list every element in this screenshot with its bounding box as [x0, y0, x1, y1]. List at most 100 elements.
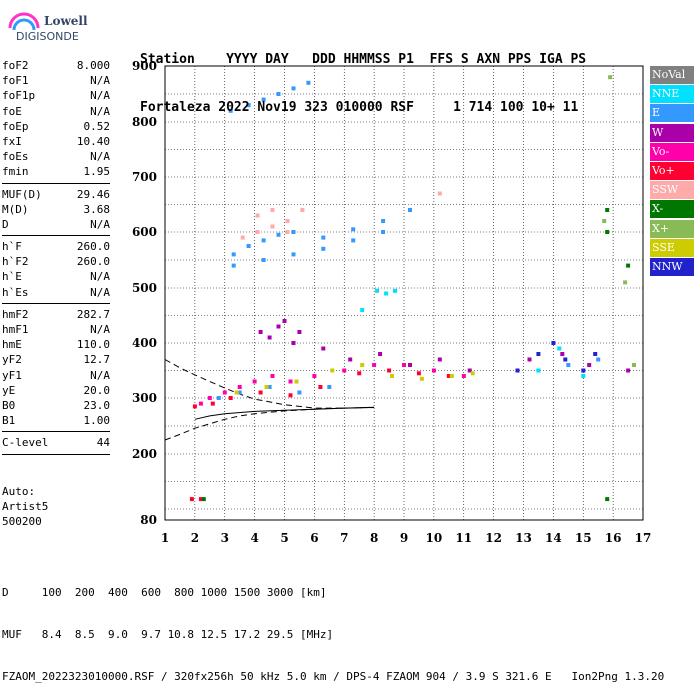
- data-point: [231, 252, 236, 257]
- param-row: foE N/A: [2, 104, 110, 119]
- data-point: [563, 357, 568, 362]
- data-point: [291, 252, 296, 257]
- param-value: N/A: [90, 74, 110, 88]
- legend-item: SSW: [650, 181, 694, 200]
- legend-item: Vo+: [650, 161, 694, 180]
- footer-distance-row: D 100 200 400 600 800 1000 1500 3000 [km…: [2, 586, 327, 599]
- data-point: [321, 246, 326, 251]
- legend-item: NoVal: [650, 66, 694, 84]
- data-point: [237, 390, 242, 395]
- x-tick-label: 3: [221, 531, 229, 545]
- param-name: foF1: [2, 74, 29, 88]
- data-point: [342, 368, 347, 373]
- param-value: 282.7: [76, 307, 110, 321]
- data-point: [387, 368, 392, 373]
- param-value: 260.0: [76, 240, 110, 254]
- data-point: [246, 103, 251, 108]
- logo-line1: Lowell: [44, 14, 88, 28]
- data-point: [402, 363, 406, 367]
- data-point: [261, 97, 266, 102]
- data-point: [605, 208, 610, 212]
- data-point: [252, 379, 257, 384]
- data-point: [258, 330, 263, 334]
- data-point: [608, 75, 613, 80]
- x-tick-label: 10: [426, 531, 443, 545]
- data-point: [626, 368, 631, 373]
- param-row: hmF1 N/A: [2, 322, 110, 337]
- x-tick-label: 4: [250, 531, 258, 545]
- data-point: [210, 401, 215, 406]
- param-value: N/A: [90, 89, 110, 103]
- x-tick-label: 2: [191, 531, 199, 545]
- param-name: C-level: [2, 436, 49, 450]
- data-point: [632, 363, 636, 367]
- data-point: [461, 374, 466, 378]
- auto-program: Artist5: [2, 500, 49, 513]
- logo-arc-icon: [8, 12, 40, 29]
- data-point: [258, 390, 263, 395]
- param-value: 1.95: [83, 165, 111, 179]
- data-point: [393, 288, 397, 293]
- data-point: [408, 363, 412, 367]
- data-point: [626, 263, 631, 268]
- x-tick-label: 17: [635, 531, 652, 545]
- param-name: h`E: [2, 270, 22, 284]
- data-point: [276, 232, 281, 237]
- chart-points: [189, 75, 636, 502]
- data-point: [602, 219, 607, 223]
- auto-label: Auto:: [2, 485, 36, 498]
- data-point: [515, 368, 520, 373]
- y-tick-label: 200: [132, 447, 157, 461]
- legend-item: SSE: [650, 238, 694, 257]
- param-row: h`Es N/A: [2, 285, 110, 300]
- param-value: N/A: [90, 285, 110, 299]
- data-point: [372, 363, 377, 367]
- data-point: [300, 208, 305, 212]
- data-point: [264, 385, 269, 389]
- param-name: MUF(D): [2, 187, 42, 201]
- data-point: [375, 288, 380, 293]
- param-row: MUF(D) 29.46: [2, 187, 110, 202]
- param-row: foF1p N/A: [2, 88, 110, 103]
- param-divider: [2, 302, 110, 304]
- param-value: 23.0: [83, 398, 111, 412]
- param-name: foE: [2, 104, 22, 118]
- logo-line2: DIGISONDE: [16, 30, 79, 43]
- data-point: [449, 374, 454, 378]
- legend-item: NNE: [650, 85, 694, 104]
- param-name: hmF2: [2, 307, 29, 321]
- data-point: [282, 319, 287, 323]
- scaled-parameters: foF2 8.000 foF1 N/A foF1p N/A foE N/A foEp 0.52 fx…: [2, 58, 110, 458]
- data-point: [360, 308, 365, 312]
- param-value: 110.0: [76, 338, 110, 352]
- header-line2: Fortaleza 2022 Nov19 323 010000 RSF 1 71…: [140, 100, 579, 115]
- data-point: [566, 363, 571, 367]
- param-divider: [2, 453, 110, 455]
- data-point: [312, 374, 317, 378]
- digisonde-logo: Lowell DIGISONDE: [4, 6, 94, 46]
- data-point: [467, 368, 472, 373]
- data-point: [560, 352, 565, 356]
- x-tick-label: 1: [161, 531, 169, 545]
- x-tick-label: 6: [310, 531, 318, 545]
- param-row: foEp 0.52: [2, 119, 110, 134]
- param-name: h`F: [2, 240, 22, 254]
- data-point: [381, 230, 386, 234]
- x-tick-label: 9: [400, 531, 408, 545]
- param-row: fxI 10.40: [2, 134, 110, 149]
- chart-ticks: 1 2 3 4 5 6 7 8 9 10 11 12 13 14 15 16 17802003004005006…: [132, 59, 651, 545]
- data-point: [240, 235, 245, 240]
- bound-curve-upper: [164, 359, 375, 409]
- footer-muf-row: MUF 8.4 8.5 9.0 9.7 10.8 12.5 17.2 29.5 …: [2, 628, 334, 641]
- param-row: yE 20.0: [2, 383, 110, 398]
- data-point: [390, 374, 394, 378]
- param-value: 29.46: [76, 187, 110, 201]
- param-row: B0 23.0: [2, 398, 110, 413]
- auto-version: 500200: [2, 515, 42, 528]
- param-value: N/A: [90, 323, 110, 336]
- x-tick-label: 12: [485, 531, 502, 545]
- data-point: [291, 230, 296, 234]
- param-value: 12.7: [83, 353, 111, 367]
- data-point: [351, 227, 356, 232]
- data-point: [587, 363, 592, 367]
